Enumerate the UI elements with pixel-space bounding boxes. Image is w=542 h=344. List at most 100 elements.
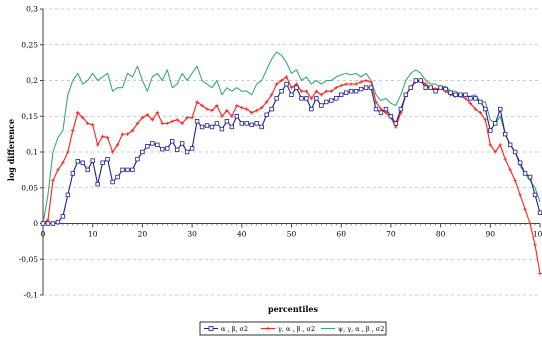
data-point	[75, 159, 80, 164]
legend-label: γ, α , β , σ2	[278, 325, 315, 333]
data-point	[115, 143, 120, 147]
data-point	[200, 103, 204, 108]
data-point	[155, 142, 160, 148]
data-point	[299, 96, 304, 101]
data-point	[189, 146, 195, 151]
data-point	[289, 92, 294, 97]
data-point	[66, 150, 70, 154]
data-point	[205, 107, 209, 111]
data-point	[195, 100, 199, 104]
legend-item: ψ, γ, α , β , σ2	[321, 325, 384, 333]
data-point	[503, 131, 508, 137]
data-point	[458, 92, 463, 97]
data-point	[309, 106, 314, 112]
data-point	[483, 118, 488, 122]
data-point	[334, 96, 339, 101]
data-point	[349, 82, 353, 86]
data-point	[493, 121, 498, 126]
data-point	[259, 105, 264, 110]
data-point	[244, 107, 249, 111]
y-tick-label: 0,05	[21, 183, 38, 192]
data-point	[229, 124, 235, 130]
data-point	[453, 92, 458, 97]
data-point	[428, 85, 433, 90]
data-point	[324, 99, 329, 105]
data-point	[80, 160, 85, 165]
data-point	[284, 75, 289, 79]
data-point	[359, 80, 363, 84]
data-point	[463, 92, 468, 97]
data-point	[100, 160, 105, 165]
y-tick-label: 0,3	[26, 5, 38, 14]
data-point	[85, 167, 90, 173]
data-point	[135, 156, 140, 162]
data-point	[348, 89, 354, 94]
data-point	[384, 110, 388, 115]
data-point	[463, 96, 468, 101]
x-tick-label: 0	[41, 230, 46, 239]
x-tick-label: 10	[88, 230, 98, 239]
legend-item: γ, α , β , σ2	[261, 325, 315, 333]
data-point	[339, 83, 343, 88]
data-point	[498, 106, 503, 112]
data-point	[329, 98, 334, 103]
data-point	[249, 122, 254, 128]
data-point	[388, 114, 394, 119]
gridlines	[43, 8, 540, 296]
data-point	[170, 119, 175, 124]
data-point	[60, 214, 66, 219]
data-point	[45, 221, 51, 226]
data-point	[304, 89, 309, 94]
x-tick-label: 60	[336, 230, 346, 239]
y-tick-labels: -0,1 -0,05 0 0,05 0,1 0,15 0,2 0,25 0,3	[19, 5, 43, 300]
series-1	[40, 78, 542, 226]
data-point	[105, 156, 110, 162]
data-point	[249, 110, 254, 115]
data-point	[284, 81, 289, 87]
data-point	[378, 110, 384, 115]
series-layer	[40, 51, 542, 276]
data-point	[537, 210, 542, 215]
data-point	[473, 107, 478, 111]
data-point	[523, 207, 527, 211]
data-point	[155, 110, 160, 115]
data-point	[438, 85, 443, 90]
data-point	[418, 78, 423, 83]
data-point	[314, 96, 319, 101]
data-point	[225, 108, 229, 113]
data-point	[55, 219, 61, 225]
data-point	[538, 271, 542, 276]
data-point	[319, 103, 324, 108]
data-point	[240, 105, 244, 110]
data-point	[413, 78, 418, 83]
data-point	[61, 160, 65, 165]
data-point	[304, 96, 309, 101]
data-point	[120, 167, 125, 173]
x-axis-title: percentiles	[268, 304, 319, 314]
data-point	[170, 139, 175, 144]
data-point	[145, 144, 150, 149]
data-point	[244, 121, 249, 126]
data-point	[274, 96, 279, 101]
data-point	[140, 149, 145, 155]
y-tick-label: -0,05	[19, 255, 38, 264]
data-point	[56, 168, 60, 172]
data-point	[194, 119, 200, 124]
data-point	[95, 181, 100, 187]
data-point	[160, 146, 165, 152]
data-point	[165, 146, 170, 151]
data-point	[408, 85, 413, 90]
data-point	[150, 118, 155, 122]
data-point	[368, 85, 374, 90]
data-point	[369, 80, 373, 84]
data-point	[259, 124, 264, 130]
data-point	[199, 124, 205, 130]
data-point	[513, 178, 517, 183]
data-point	[493, 150, 498, 154]
data-point	[518, 193, 522, 197]
data-point	[279, 89, 284, 94]
legend-box	[199, 321, 387, 336]
data-point	[230, 114, 234, 119]
data-point	[264, 112, 269, 118]
data-point	[528, 221, 532, 226]
